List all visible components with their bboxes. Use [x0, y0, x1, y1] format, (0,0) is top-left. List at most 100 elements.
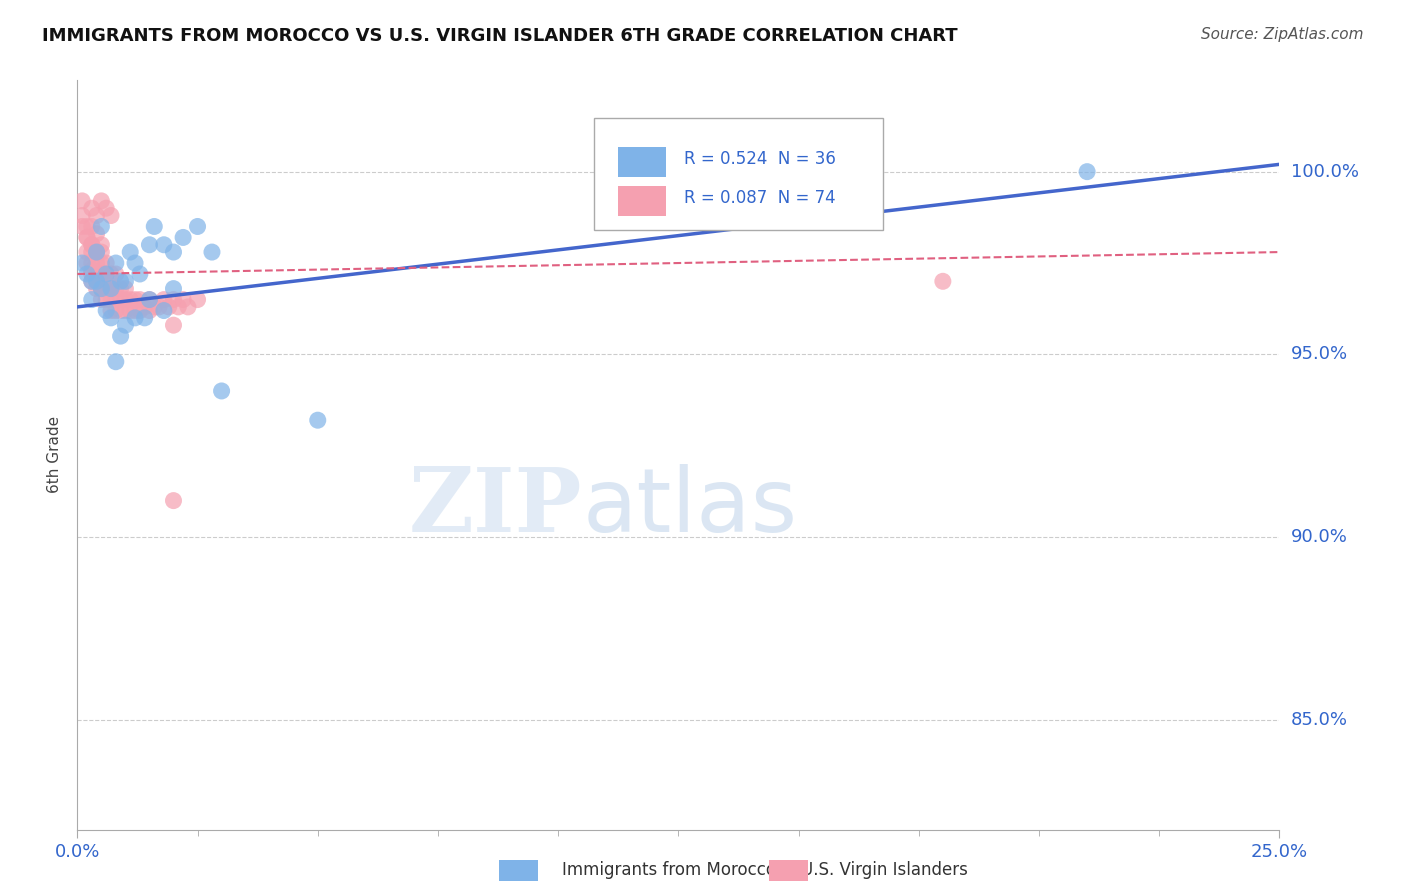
Point [80, 274, 103, 288]
Text: atlas: atlas [582, 464, 797, 551]
Point [76, 256, 98, 270]
Text: 90.0%: 90.0% [1291, 528, 1347, 546]
FancyBboxPatch shape [619, 147, 666, 178]
Point [104, 303, 127, 318]
Point [104, 282, 127, 296]
Point [80, 237, 103, 252]
Point [177, 300, 200, 314]
Point [86, 274, 108, 288]
Point [128, 293, 150, 307]
Point [138, 303, 160, 318]
Point [86, 256, 108, 270]
Point [162, 318, 184, 333]
Point [70, 256, 93, 270]
Point [186, 219, 209, 234]
Point [124, 310, 146, 325]
Point [80, 219, 103, 234]
Point [100, 293, 122, 307]
Point [86, 267, 108, 281]
Point [86, 245, 108, 260]
Point [104, 355, 127, 369]
Point [80, 245, 103, 260]
Text: 85.0%: 85.0% [1291, 711, 1347, 729]
Point [90, 245, 112, 260]
Point [211, 384, 233, 398]
Point [90, 256, 112, 270]
Text: ZIP: ZIP [409, 464, 582, 551]
Point [143, 219, 166, 234]
Point [96, 303, 118, 318]
Point [124, 303, 146, 318]
Point [100, 303, 122, 318]
Point [86, 245, 108, 260]
Point [124, 293, 146, 307]
Point [90, 194, 112, 208]
Point [307, 413, 329, 427]
Point [86, 209, 108, 223]
Text: Immigrants from Morocco: Immigrants from Morocco [562, 861, 776, 879]
Point [90, 282, 112, 296]
Point [70, 194, 93, 208]
Point [86, 245, 108, 260]
Point [80, 263, 103, 277]
Point [100, 209, 122, 223]
Point [80, 237, 103, 252]
Point [124, 256, 146, 270]
Point [167, 300, 190, 314]
Point [148, 300, 170, 314]
Point [138, 293, 160, 307]
Point [143, 300, 166, 314]
Point [100, 310, 122, 325]
Point [138, 237, 160, 252]
Point [114, 282, 136, 296]
Point [70, 209, 93, 223]
Point [90, 219, 112, 234]
Point [120, 303, 142, 318]
Point [100, 282, 122, 296]
Point [138, 293, 160, 307]
Point [76, 230, 98, 244]
Point [80, 274, 103, 288]
Point [80, 201, 103, 215]
Point [104, 293, 127, 307]
Point [76, 219, 98, 234]
Text: Source: ZipAtlas.com: Source: ZipAtlas.com [1201, 27, 1364, 42]
Point [110, 282, 132, 296]
Point [120, 245, 142, 260]
Point [932, 274, 955, 288]
Point [96, 293, 118, 307]
Point [80, 293, 103, 307]
Point [162, 293, 184, 307]
Point [162, 245, 184, 260]
Text: U.S. Virgin Islanders: U.S. Virgin Islanders [801, 861, 969, 879]
Point [86, 282, 108, 296]
Point [76, 245, 98, 260]
Point [110, 274, 132, 288]
Point [90, 237, 112, 252]
Point [80, 267, 103, 281]
Point [86, 274, 108, 288]
Point [90, 282, 112, 296]
Point [90, 293, 112, 307]
Point [76, 267, 98, 281]
Point [120, 293, 142, 307]
Point [96, 256, 118, 270]
Point [104, 256, 127, 270]
Point [80, 256, 103, 270]
Point [96, 267, 118, 281]
FancyBboxPatch shape [595, 118, 883, 230]
Point [110, 329, 132, 343]
Point [114, 318, 136, 333]
Point [172, 293, 194, 307]
Text: IMMIGRANTS FROM MOROCCO VS U.S. VIRGIN ISLANDER 6TH GRADE CORRELATION CHART: IMMIGRANTS FROM MOROCCO VS U.S. VIRGIN I… [42, 27, 957, 45]
Point [157, 300, 180, 314]
Point [100, 282, 122, 296]
Point [134, 300, 156, 314]
Point [90, 282, 112, 296]
Point [76, 230, 98, 244]
Point [153, 293, 176, 307]
Point [134, 310, 156, 325]
Point [114, 303, 136, 318]
Text: 100.0%: 100.0% [1291, 162, 1358, 181]
FancyBboxPatch shape [619, 186, 666, 216]
